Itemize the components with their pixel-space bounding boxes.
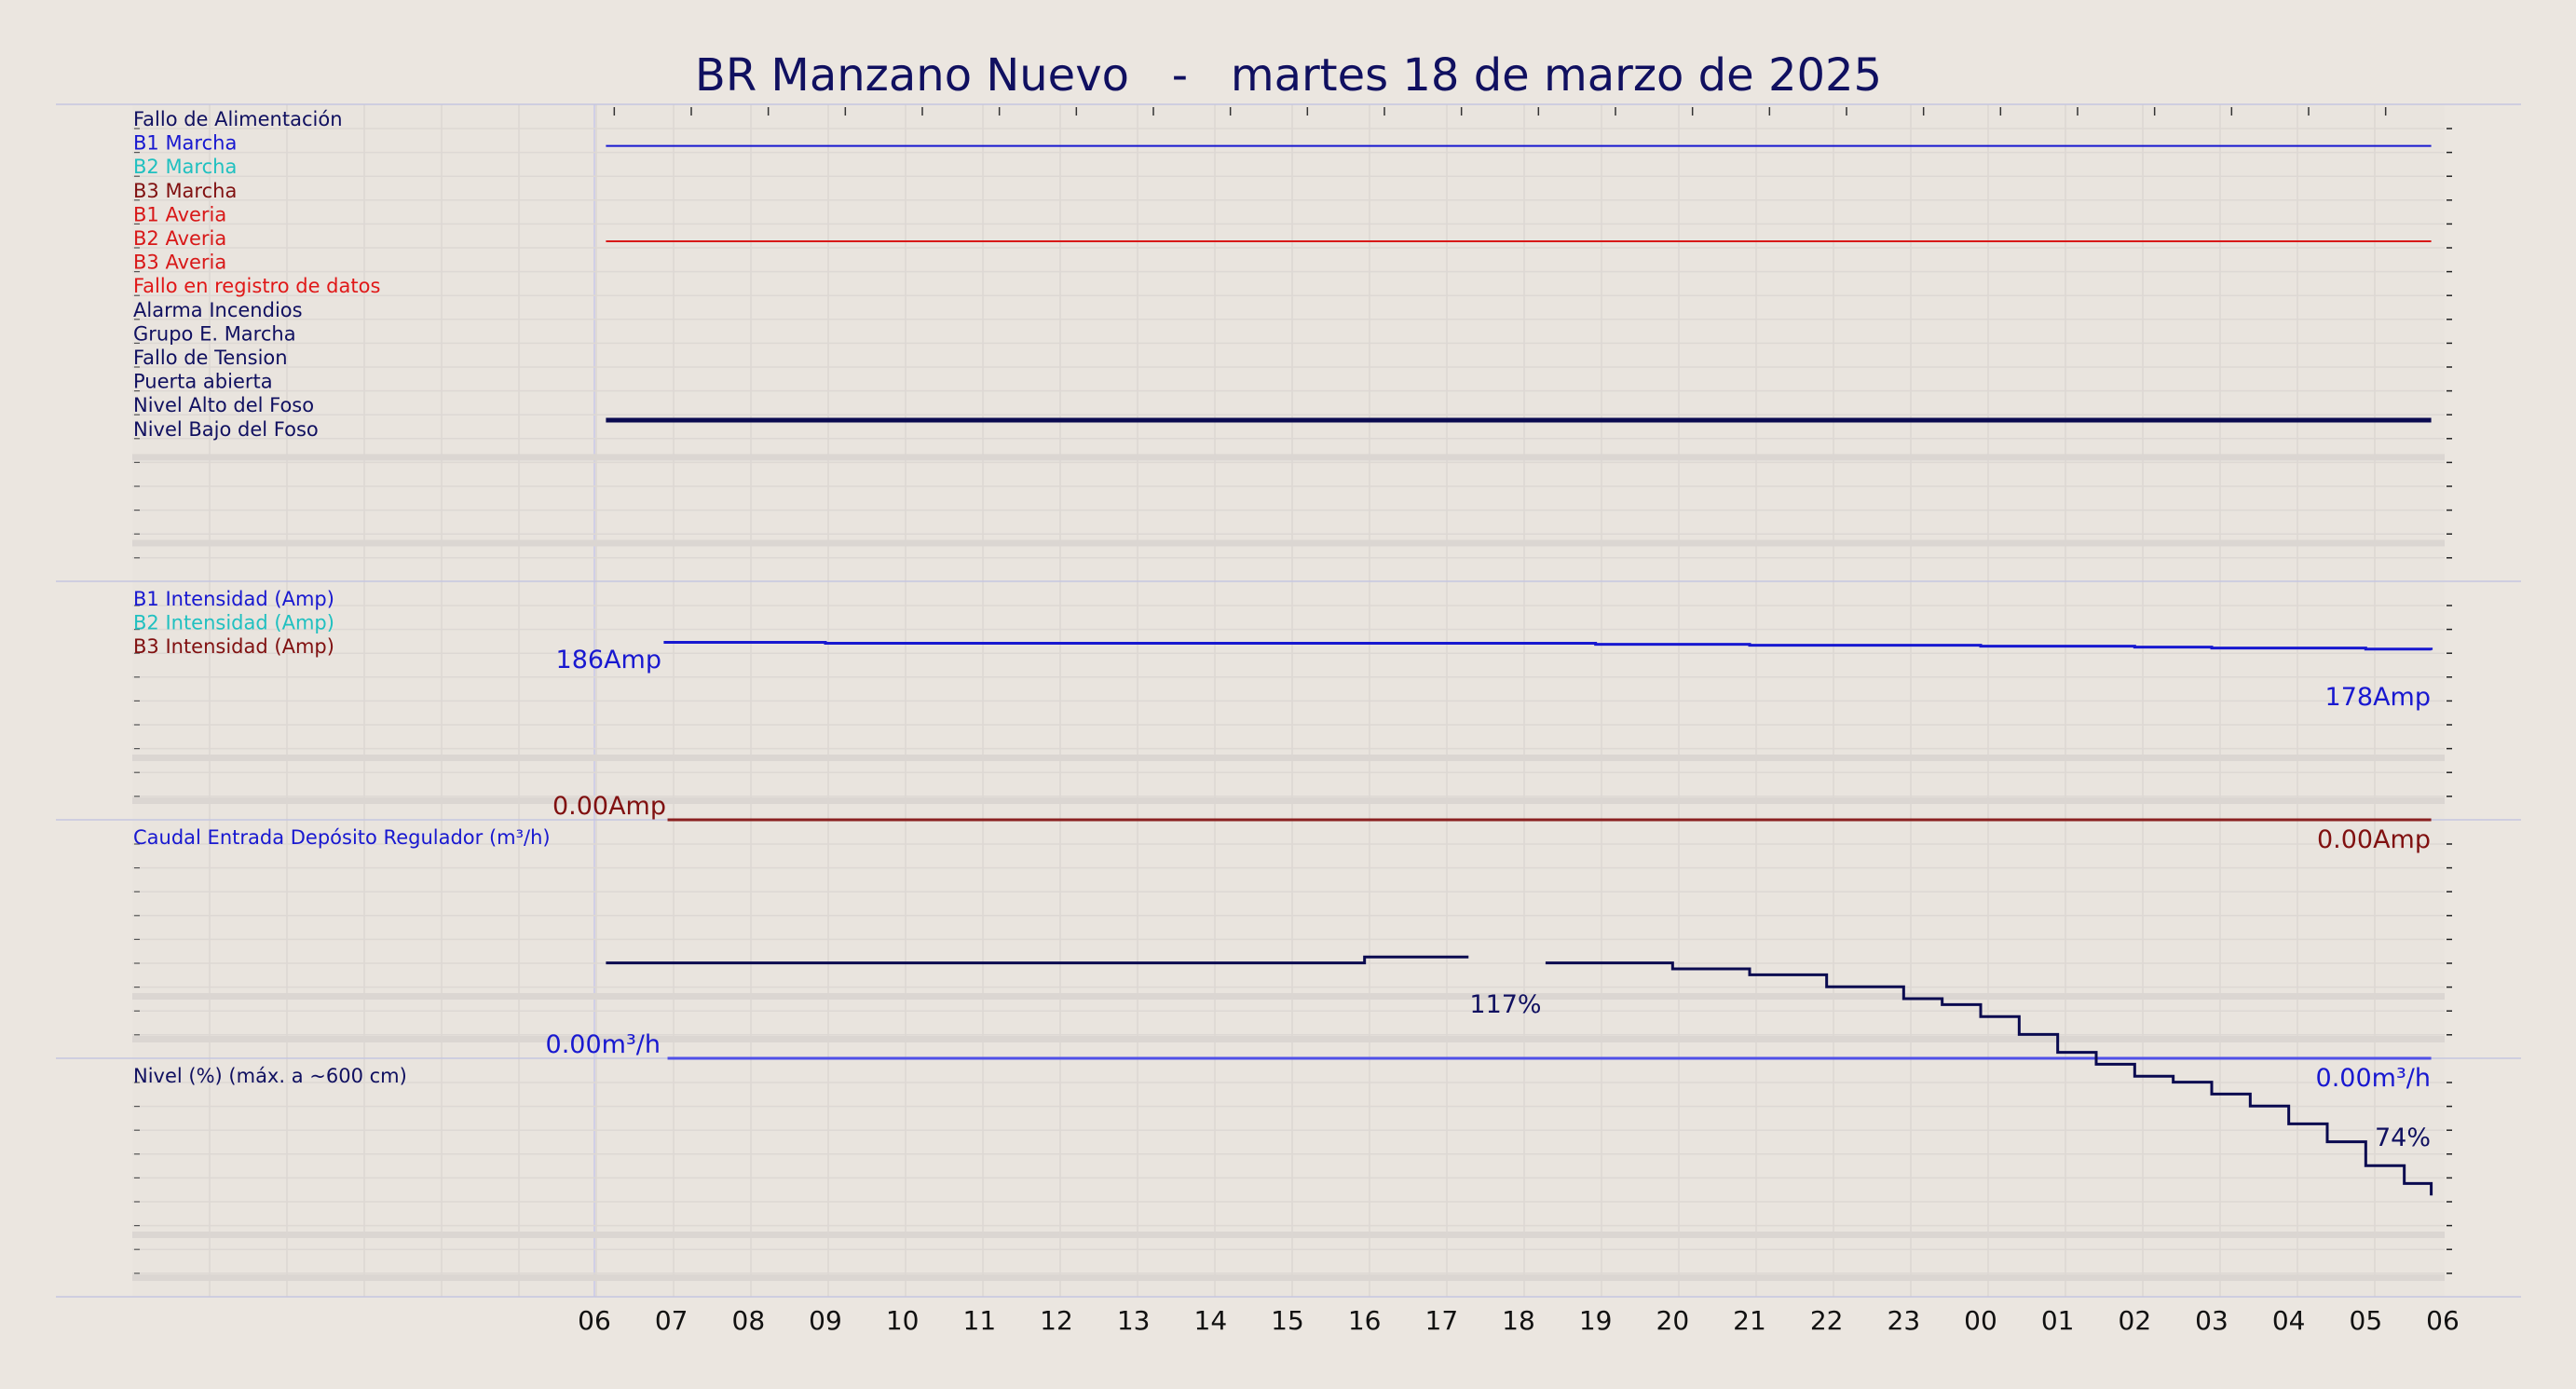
x-tick-label: 07 xyxy=(655,1305,688,1336)
x-tick-label: 23 xyxy=(1888,1305,1921,1336)
x-tick-label: 20 xyxy=(1656,1305,1690,1336)
x-tick-label: 21 xyxy=(1733,1305,1766,1336)
x-tick-label: 09 xyxy=(809,1305,842,1336)
x-tick-label: 02 xyxy=(2119,1305,2152,1336)
value-label-max: 117% xyxy=(1469,990,1541,1019)
value-label-end: 0.00Amp xyxy=(2317,825,2431,854)
x-tick-label: 03 xyxy=(2195,1305,2228,1336)
x-tick-label: 18 xyxy=(1502,1305,1535,1336)
status-label: B1 Marcha xyxy=(133,132,237,155)
status-label: Grupo E. Marcha xyxy=(133,322,296,345)
status-label: Fallo de Tension xyxy=(133,347,288,369)
x-tick-label: 16 xyxy=(1348,1305,1382,1336)
x-tick-label: 05 xyxy=(2350,1305,2383,1336)
legend-label: Caudal Entrada Depósito Regulador (m³/h) xyxy=(133,826,551,849)
status-label: Puerta abierta xyxy=(133,371,273,393)
x-tick-label: 08 xyxy=(732,1305,766,1336)
status-label: B3 Marcha xyxy=(133,180,237,202)
legend-label: Nivel (%) (máx. a ~600 cm) xyxy=(133,1065,407,1087)
x-tick-label: 04 xyxy=(2272,1305,2306,1336)
status-label: Fallo de Alimentación xyxy=(133,108,343,130)
x-tick-label: 06 xyxy=(2426,1305,2460,1336)
legend-label: B1 Intensidad (Amp) xyxy=(133,588,334,610)
series-line-nivel xyxy=(1545,961,2433,1196)
chart-title: BR Manzano Nuevo - martes 18 de marzo de… xyxy=(695,49,1882,102)
status-label: Alarma Incendios xyxy=(133,299,303,321)
value-label-start: 186Amp xyxy=(556,646,661,674)
grid xyxy=(56,103,2521,1298)
status-label: B2 Marcha xyxy=(133,156,237,178)
status-label: Fallo en registro de datos xyxy=(133,275,380,297)
x-tick-label: 22 xyxy=(1810,1305,1844,1336)
series-line-b1-intensidad xyxy=(663,641,2433,651)
status-label: Nivel Bajo del Foso xyxy=(133,418,319,441)
series-line-nivel xyxy=(606,955,1469,965)
value-label-start: 0.00Amp xyxy=(552,792,666,821)
status-label: B2 Averia xyxy=(133,227,226,250)
legend-label: B3 Intensidad (Amp) xyxy=(133,635,334,658)
x-tick-label: 14 xyxy=(1194,1305,1228,1336)
legend-label: B2 Intensidad (Amp) xyxy=(133,612,334,634)
value-label-end: 0.00m³/h xyxy=(2316,1064,2431,1093)
value-label-end: 178Amp xyxy=(2325,683,2431,712)
status-label: Nivel Alto del Foso xyxy=(133,394,314,416)
value-label-start: 0.00m³/h xyxy=(546,1030,661,1059)
x-tick-label: 15 xyxy=(1271,1305,1304,1336)
value-label-end: 74% xyxy=(2375,1123,2431,1152)
series-layer xyxy=(606,144,2433,1196)
x-tick-label: 12 xyxy=(1040,1305,1073,1336)
x-tick-label: 17 xyxy=(1425,1305,1459,1336)
x-tick-label: 19 xyxy=(1579,1305,1613,1336)
x-axis-ticks: 06 07 08 09 10 11 12 13 14 15 16 17 18 19 20 21 22 23 00 01… xyxy=(578,1305,2460,1336)
status-label: B1 Averia xyxy=(133,203,226,225)
status-label: B3 Averia xyxy=(133,252,226,274)
x-tick-label: 11 xyxy=(963,1305,997,1336)
x-tick-label: 01 xyxy=(2041,1305,2075,1336)
x-tick-label: 13 xyxy=(1117,1305,1151,1336)
x-tick-label: 10 xyxy=(886,1305,920,1336)
x-tick-label: 00 xyxy=(1964,1305,1997,1336)
x-tick-label: 06 xyxy=(578,1305,611,1336)
